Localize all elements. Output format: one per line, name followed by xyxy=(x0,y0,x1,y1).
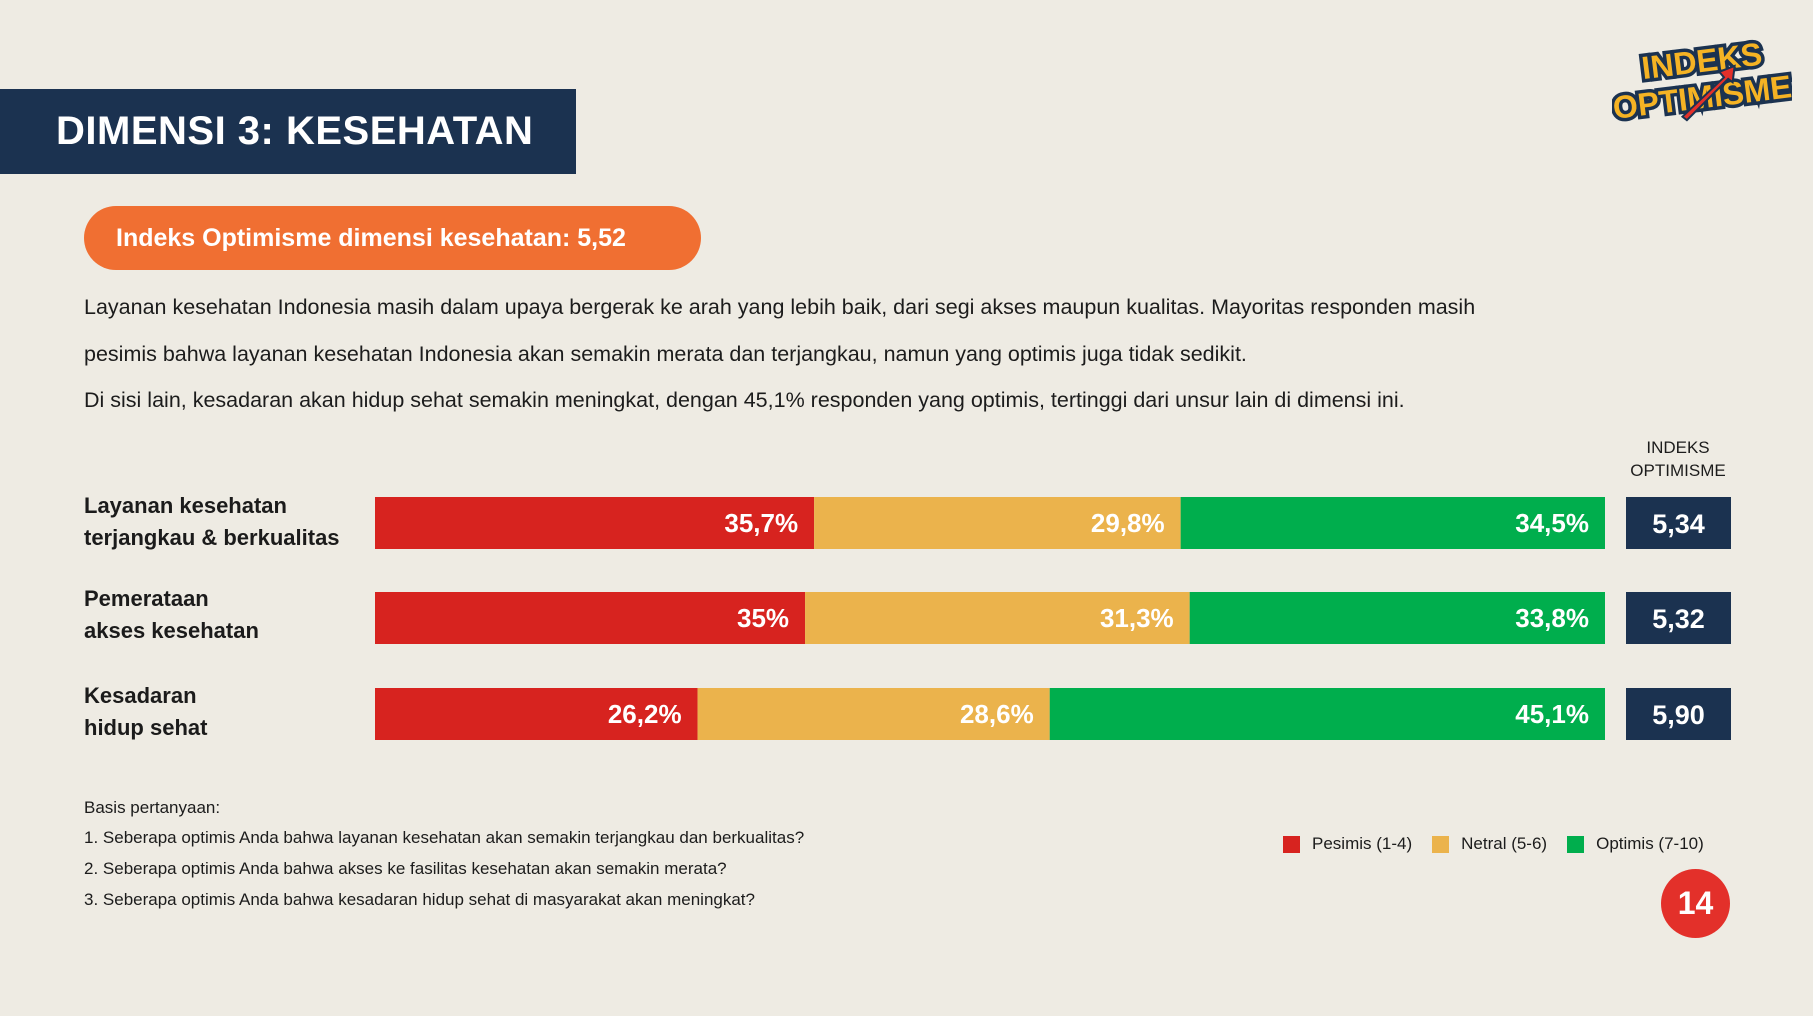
bar-label-pemerataan-optimis: 33,8% xyxy=(1515,603,1589,633)
bar-layanan-netral xyxy=(814,497,1181,549)
intro-text-line-1: Layanan kesehatan Indonesia masih dalam … xyxy=(84,295,1476,319)
bar-pemerataan-pesimis xyxy=(375,592,806,644)
legend-item-pesimis: Pesimis (1-4) xyxy=(1283,834,1412,854)
row-label-kesadaran: Kesadaran hidup sehat xyxy=(84,683,208,740)
bar-pemerataan-optimis xyxy=(1189,592,1605,644)
dimension-index-pill: Indeks Optimisme dimensi kesehatan: 5,52 xyxy=(84,206,701,270)
page-number-badge: 14 xyxy=(1661,869,1730,938)
index-value-pemerataan: 5,32 xyxy=(1652,604,1705,634)
index-box-kesadaran xyxy=(1626,688,1731,740)
legend-swatch-netral xyxy=(1432,835,1450,853)
index-box-layanan xyxy=(1626,497,1731,549)
bar-label-kesadaran-optimis: 45,1% xyxy=(1515,699,1589,729)
index-column-header: INDEKS OPTIMISME xyxy=(1630,438,1726,480)
bar-kesadaran-pesimis xyxy=(375,688,698,740)
basis-question-3: 3. Seberapa optimis Anda bahwa kesadaran… xyxy=(84,890,755,909)
bar-label-layanan-pesimis: 35,7% xyxy=(724,508,798,538)
legend-swatch-pesimis xyxy=(1283,835,1300,853)
indeks-optimisme-logo: INDEKS OPTIMISME xyxy=(1612,34,1792,124)
intro-text-line-3: Di sisi lain, kesadaran akan hidup sehat… xyxy=(84,388,1405,412)
basis-question-2: 2. Seberapa optimis Anda bahwa akses ke … xyxy=(84,859,727,878)
bar-pemerataan-netral xyxy=(805,592,1190,644)
index-value-kesadaran: 5,90 xyxy=(1652,700,1705,730)
bar-layanan-pesimis xyxy=(375,497,815,549)
bar-kesadaran-optimis xyxy=(1049,688,1605,740)
chart-legend: Pesimis (1-4) Netral (5-6) Optimis (7-10… xyxy=(1283,834,1704,854)
bar-label-kesadaran-netral: 28,6% xyxy=(960,699,1034,729)
basis-title: Basis pertanyaan: xyxy=(84,798,221,817)
bar-label-layanan-netral: 29,8% xyxy=(1091,508,1165,538)
bar-label-pemerataan-netral: 31,3% xyxy=(1100,603,1174,633)
bar-kesadaran-netral xyxy=(697,688,1050,740)
basis-question-1: 1. Seberapa optimis Anda bahwa layanan k… xyxy=(84,828,805,847)
row-label-pemerataan: Pemerataan akses kesehatan xyxy=(84,586,259,643)
legend-item-optimis: Optimis (7-10) xyxy=(1567,834,1704,854)
intro-text-line-2: pesimis bahwa layanan kesehatan Indonesi… xyxy=(84,342,1247,366)
page-title: DIMENSI 3: KESEHATAN xyxy=(0,89,576,174)
legend-item-netral: Netral (5-6) xyxy=(1432,834,1547,854)
bar-label-pemerataan-pesimis: 35% xyxy=(737,603,789,633)
bar-label-layanan-optimis: 34,5% xyxy=(1515,508,1589,538)
legend-swatch-optimis xyxy=(1567,835,1585,853)
index-box-pemerataan xyxy=(1626,592,1731,644)
row-label-layanan: Layanan kesehatan terjangkau & berkualit… xyxy=(84,493,340,550)
bar-label-kesadaran-pesimis: 26,2% xyxy=(608,699,682,729)
index-value-layanan: 5,34 xyxy=(1652,509,1705,539)
bar-layanan-optimis xyxy=(1180,497,1605,549)
